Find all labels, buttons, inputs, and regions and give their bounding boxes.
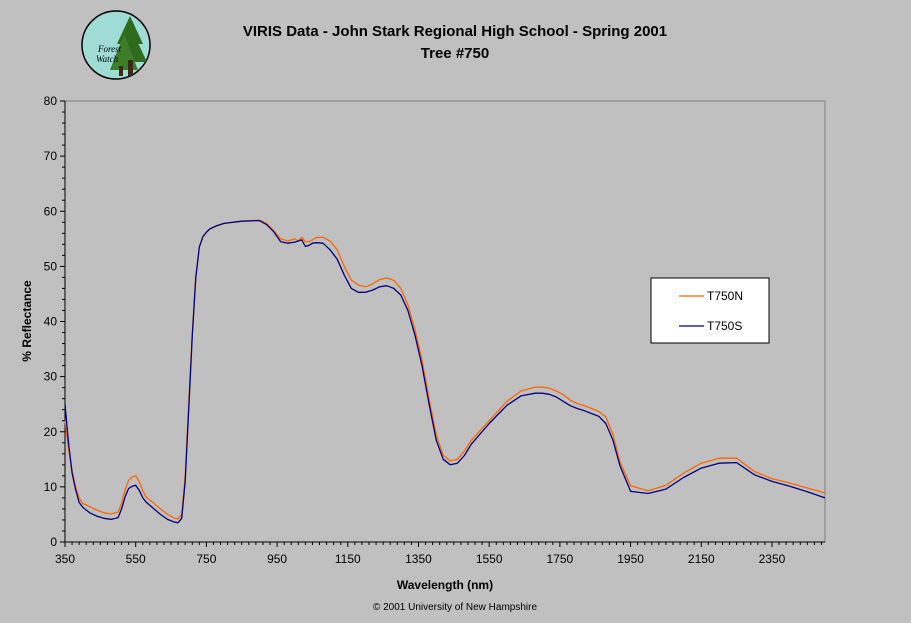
- y-axis-title: % Reflectance: [20, 280, 34, 362]
- x-tick-label: 1550: [476, 552, 503, 566]
- chart-title: VIRIS Data - John Stark Regional High Sc…: [243, 23, 667, 40]
- x-tick-label: 750: [196, 552, 216, 566]
- x-tick-label: 550: [126, 552, 146, 566]
- x-tick-label: 2350: [759, 552, 786, 566]
- copyright-text: © 2001 University of New Hampshire: [373, 602, 538, 613]
- y-tick-label: 60: [44, 204, 58, 218]
- y-tick-label: 10: [44, 480, 58, 494]
- x-tick-label: 2150: [688, 552, 715, 566]
- series-layer: [64, 219, 826, 524]
- legend-label-t750s: T750S: [707, 319, 742, 333]
- y-tick-label: 20: [44, 425, 58, 439]
- chart-subtitle: Tree #750: [421, 45, 489, 62]
- x-tick-label: 1950: [617, 552, 644, 566]
- legend-label-t750n: T750N: [707, 289, 743, 303]
- y-tick-label: 70: [44, 149, 58, 163]
- series-line-t750s: [64, 219, 826, 524]
- logo-text-watch: Watch: [96, 54, 119, 64]
- x-tick-label: 350: [55, 552, 75, 566]
- y-tick-label: 40: [44, 315, 58, 329]
- legend: T750N T750S: [650, 277, 770, 344]
- x-axis-title: Wavelength (nm): [397, 578, 493, 592]
- x-tick-label: 1350: [405, 552, 432, 566]
- series-line-t750n: [64, 219, 826, 520]
- y-tick-label: 50: [44, 259, 58, 273]
- y-tick-label: 30: [44, 370, 58, 384]
- axes: 0 10 20 30 40 50 60 70 80 350 550 750 950 1150 1350 155…: [44, 94, 825, 566]
- forest-watch-logo: Forest Watch: [81, 10, 151, 80]
- y-tick-label: 0: [50, 535, 57, 549]
- logo-text-forest: Forest: [97, 44, 122, 54]
- x-tick-label: 1150: [335, 552, 361, 566]
- x-tick-label: 1750: [547, 552, 574, 566]
- x-tick-label: 950: [267, 552, 287, 566]
- y-tick-label: 80: [44, 94, 58, 108]
- legend-box: [650, 277, 770, 344]
